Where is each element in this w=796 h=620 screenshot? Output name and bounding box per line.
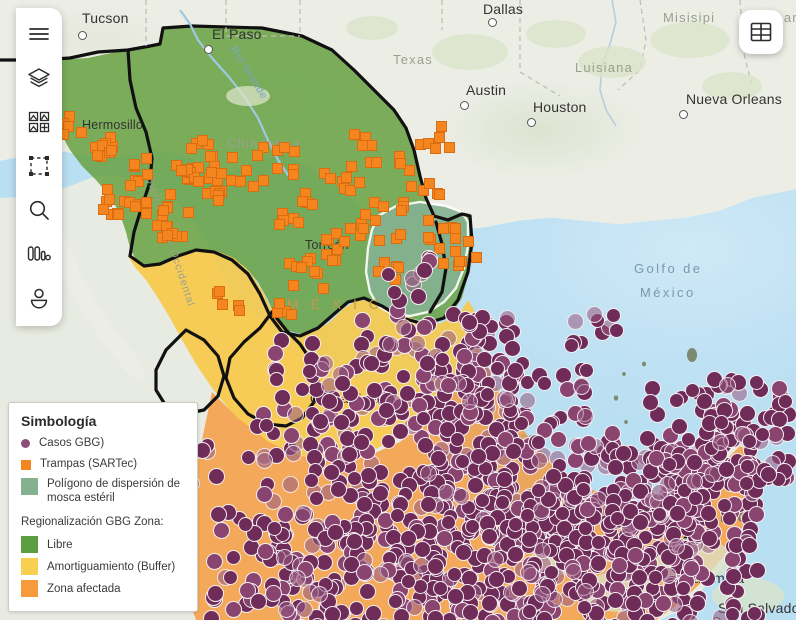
legend-zone-amortiguamiento: Amortiguamiento (Buffer) (21, 558, 187, 575)
basemap-gallery-icon[interactable] (17, 102, 61, 142)
user-icon[interactable] (17, 278, 61, 318)
select-area-icon[interactable] (17, 146, 61, 186)
search-icon[interactable] (17, 190, 61, 230)
legend-zone-libre: Libre (21, 536, 187, 553)
legend-title: Simbología (21, 413, 97, 430)
legend-swatch-libre (21, 536, 38, 553)
legend-zone-heading: Regionalización GBG Zona: (21, 515, 164, 528)
city-marker-dot (204, 45, 213, 54)
legend-swatch-poligono-box (21, 477, 38, 495)
legend-swatch-afectada (21, 580, 38, 597)
city-marker-dot (460, 101, 469, 110)
legend-label-libre: Libre (47, 538, 73, 551)
attribute-table-icon[interactable] (739, 10, 783, 54)
legend-item-casos: Casos GBG) (21, 436, 187, 450)
legend-item-trampas: Trampas (SARTec) (21, 457, 187, 471)
legend-label-poligono: Polígono de dispersión de mosca estéril (47, 477, 180, 505)
city-marker-dot (527, 118, 536, 127)
left-toolbar[interactable] (16, 8, 62, 326)
legend-label-casos: Casos GBG) (39, 437, 105, 450)
city-marker-dot (679, 110, 688, 119)
legend-zone-afectada: Zona afectada (21, 580, 187, 597)
chart-icon[interactable] (17, 234, 61, 274)
legend-swatch-trampas-square (21, 459, 31, 470)
menu-icon[interactable] (17, 14, 61, 54)
legend-item-poligono: Polígono de dispersión de mosca estéril (21, 477, 187, 506)
legend-swatch-casos-dot (21, 439, 30, 449)
city-marker-dot (488, 18, 497, 27)
layers-icon[interactable] (17, 58, 61, 98)
legend-swatch-amortiguamiento (21, 558, 38, 575)
legend-label-trampas: Trampas (SARTec) (40, 457, 138, 470)
legend-label-afectada: Zona afectada (47, 582, 121, 595)
legend-panel: Simbología Casos GBG) Trampas (SARTec) P… (8, 402, 198, 612)
city-marker-dot (668, 589, 677, 598)
islands (613, 348, 697, 424)
city-marker-dot (78, 31, 87, 40)
legend-label-amortiguamiento: Amortiguamiento (Buffer) (47, 560, 176, 573)
